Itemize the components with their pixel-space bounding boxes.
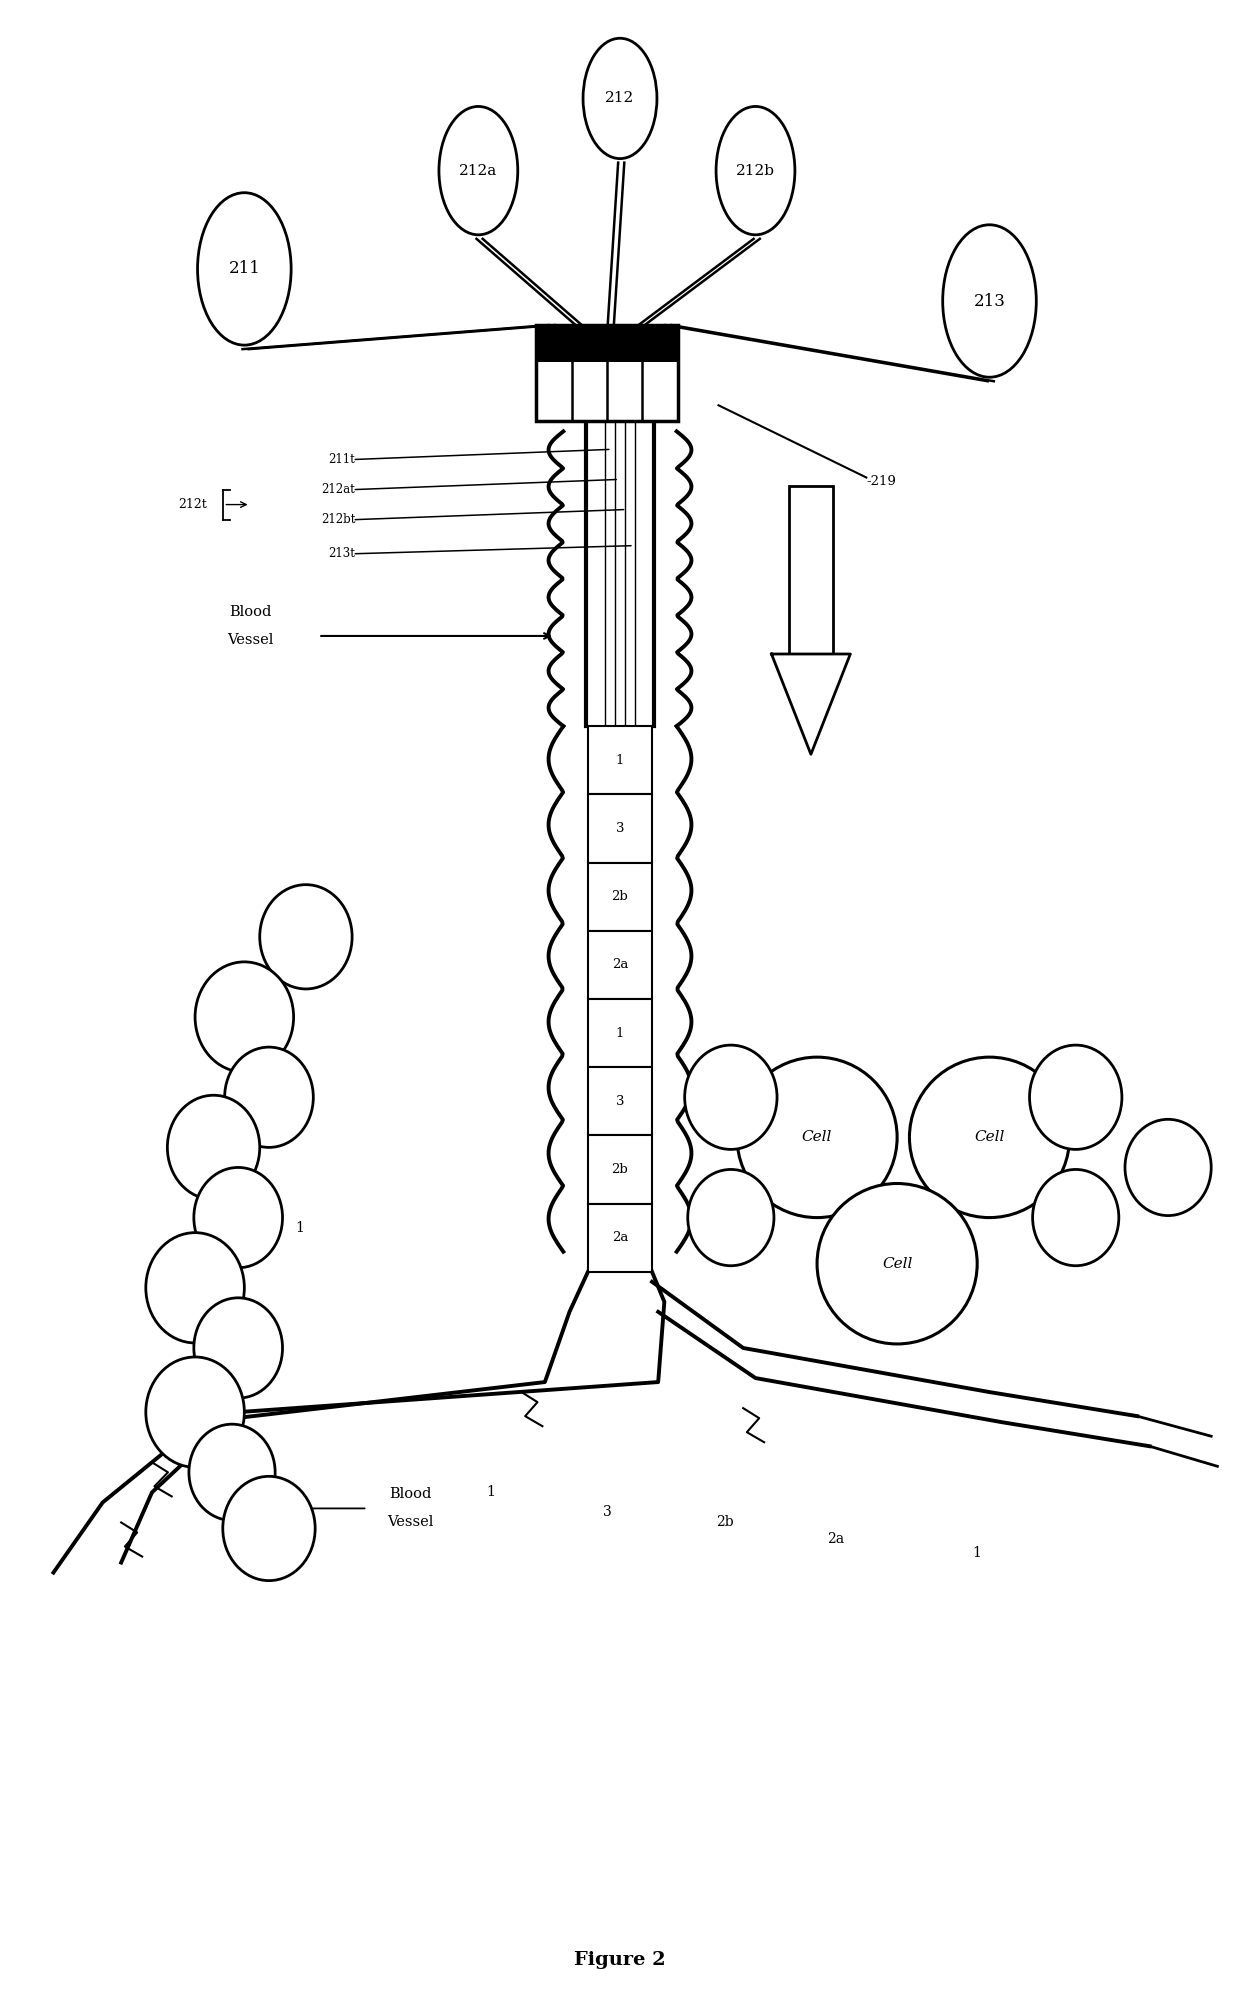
Text: 1: 1: [486, 1486, 495, 1498]
Ellipse shape: [1125, 1120, 1211, 1216]
Text: -219: -219: [867, 475, 897, 487]
Text: 213: 213: [973, 292, 1006, 310]
Ellipse shape: [146, 1357, 244, 1468]
Text: Figure 2: Figure 2: [574, 1952, 666, 1970]
Text: Cell: Cell: [975, 1130, 1004, 1144]
Text: 212at: 212at: [321, 483, 355, 495]
Bar: [588, 794, 652, 862]
Ellipse shape: [195, 963, 294, 1071]
Text: 1: 1: [295, 1220, 304, 1235]
Text: 212bt: 212bt: [321, 514, 355, 526]
Bar: [588, 999, 652, 1067]
Circle shape: [583, 38, 657, 159]
Ellipse shape: [193, 1168, 283, 1267]
Polygon shape: [771, 655, 851, 755]
Text: Vessel: Vessel: [387, 1515, 434, 1529]
Text: 212b: 212b: [737, 163, 775, 177]
Text: 213t: 213t: [329, 548, 355, 560]
Bar: [588, 862, 652, 930]
Text: 2a: 2a: [611, 1231, 629, 1245]
Ellipse shape: [737, 1057, 897, 1218]
Ellipse shape: [223, 1476, 315, 1581]
Text: Blood: Blood: [389, 1488, 432, 1500]
Ellipse shape: [259, 884, 352, 989]
Circle shape: [439, 107, 518, 236]
Bar: [536, 324, 678, 421]
Ellipse shape: [146, 1233, 244, 1343]
Bar: [588, 727, 652, 794]
Text: 212t: 212t: [179, 497, 207, 512]
Text: 3: 3: [616, 822, 624, 836]
Text: Cell: Cell: [802, 1130, 832, 1144]
Text: Cell: Cell: [882, 1257, 913, 1271]
Text: 3: 3: [604, 1504, 613, 1519]
Text: Vessel: Vessel: [227, 632, 274, 646]
Text: 212a: 212a: [459, 163, 497, 177]
Ellipse shape: [684, 1045, 777, 1150]
Bar: [536, 324, 678, 363]
Text: 2b: 2b: [715, 1515, 734, 1529]
Ellipse shape: [688, 1170, 774, 1265]
Bar: [588, 1067, 652, 1136]
Text: 211: 211: [228, 260, 260, 278]
Ellipse shape: [1033, 1170, 1118, 1265]
Text: 211t: 211t: [329, 453, 355, 465]
Text: 1: 1: [616, 1027, 624, 1039]
Ellipse shape: [224, 1047, 314, 1148]
Text: 2a: 2a: [827, 1531, 844, 1545]
Text: 1: 1: [616, 753, 624, 767]
Ellipse shape: [167, 1096, 259, 1200]
Text: 1: 1: [264, 1466, 273, 1480]
Bar: [588, 930, 652, 999]
Text: Blood: Blood: [229, 604, 272, 618]
Text: 212: 212: [605, 91, 635, 105]
Text: 2b: 2b: [611, 1162, 629, 1176]
Ellipse shape: [817, 1184, 977, 1343]
Text: 3: 3: [616, 1096, 624, 1108]
Circle shape: [197, 193, 291, 344]
Ellipse shape: [193, 1297, 283, 1398]
Text: 1: 1: [972, 1545, 982, 1559]
Circle shape: [715, 107, 795, 236]
Ellipse shape: [188, 1424, 275, 1521]
Ellipse shape: [909, 1057, 1070, 1218]
Bar: [789, 485, 833, 655]
Ellipse shape: [1029, 1045, 1122, 1150]
Text: 2a: 2a: [611, 959, 629, 971]
Circle shape: [942, 226, 1037, 377]
Text: 2b: 2b: [611, 890, 629, 902]
Bar: [588, 1136, 652, 1204]
Bar: [588, 1204, 652, 1271]
